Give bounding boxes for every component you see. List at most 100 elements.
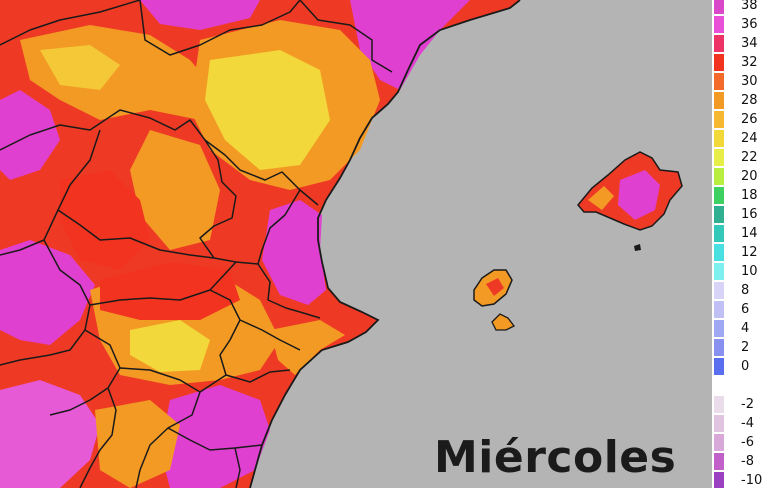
legend-label: 8: [741, 283, 750, 298]
orange-zone-center: [130, 130, 220, 250]
temperature-map: [0, 0, 683, 488]
legend-label: 12: [741, 245, 758, 260]
legend-label: 0: [741, 359, 750, 374]
legend-label: -6: [741, 435, 754, 450]
legend-label: 24: [741, 131, 758, 146]
legend-swatch: [714, 92, 724, 109]
legend-row: 34: [712, 34, 770, 53]
legend-swatch: [714, 244, 724, 261]
ibiza-red: [486, 278, 504, 296]
legend-label: 28: [741, 93, 758, 108]
coastline: [249, 0, 521, 488]
legend-swatch: [714, 282, 724, 299]
legend-label: 6: [741, 302, 750, 317]
magenta-zone-northeast: [350, 0, 470, 90]
legend-label: 36: [741, 17, 758, 32]
legend-row: 28: [712, 91, 770, 110]
legend-label: -10: [741, 473, 763, 488]
legend-label: 4: [741, 321, 750, 336]
legend-swatch: [714, 377, 724, 394]
legend-row: 18: [712, 186, 770, 205]
legend-label: 14: [741, 226, 758, 241]
legend-row: 24: [712, 129, 770, 148]
legend-row: 8: [712, 281, 770, 300]
legend-row: 30: [712, 72, 770, 91]
mallorca-magenta: [618, 170, 660, 220]
yellow-zone-south: [130, 320, 210, 372]
legend-swatch: [714, 149, 724, 166]
legend-swatch: [714, 263, 724, 280]
legend-swatch: [714, 130, 724, 147]
legend-row: 10: [712, 262, 770, 281]
legend-label: 26: [741, 112, 758, 127]
legend-label: 20: [741, 169, 758, 184]
legend-row: -2: [712, 395, 770, 414]
legend-row: 22: [712, 148, 770, 167]
legend-swatch: [714, 187, 724, 204]
magenta-zone-southeast: [160, 385, 270, 488]
legend-label: -8: [741, 454, 754, 469]
legend-row: -10: [712, 471, 770, 488]
magenta-zone-west: [0, 240, 95, 345]
legend-swatch: [714, 35, 724, 52]
legend-swatch: [714, 206, 724, 223]
legend-row: -6: [712, 433, 770, 452]
legend-swatch: [714, 339, 724, 356]
legend-swatch: [714, 73, 724, 90]
legend-row: 26: [712, 110, 770, 129]
mallorca-orange: [588, 186, 614, 210]
legend-swatch: [714, 320, 724, 337]
legend-row: 36: [712, 15, 770, 34]
legend-label: 30: [741, 74, 758, 89]
legend-row: 32: [712, 53, 770, 72]
legend-row: 38: [712, 0, 770, 15]
day-label: Miércoles: [434, 432, 677, 483]
legend-row: 14: [712, 224, 770, 243]
yellow-zone-aragon: [205, 50, 330, 170]
legend-row: 16: [712, 205, 770, 224]
legend-label: 18: [741, 188, 758, 203]
orange-zone-southwest: [95, 400, 180, 488]
legend-swatch: [714, 225, 724, 242]
red-zone-center: [60, 170, 150, 270]
legend-swatch: [714, 16, 724, 33]
island-formentera: [491, 313, 515, 331]
legend-row: -8: [712, 452, 770, 471]
legend-swatch: [714, 111, 724, 128]
legend-swatch: [714, 396, 724, 413]
legend-label: 34: [741, 36, 758, 51]
legend-swatch: [714, 415, 724, 432]
legend-label: 10: [741, 264, 758, 279]
magenta-zone-valencia: [262, 200, 326, 305]
yellow-zone-north: [40, 45, 120, 90]
legend-row: 20: [712, 167, 770, 186]
legend-row: 2: [712, 338, 770, 357]
temperature-legend: 38 36 34 32 30 28 26 24 22 20 18 16 14 12 10 8 6 4 2 0 -2 -4-…: [712, 0, 770, 488]
orange-zone-coast-east: [270, 320, 345, 375]
legend-label: 2: [741, 340, 750, 355]
legend-row: 12: [712, 243, 770, 262]
magenta-zone-north: [140, 0, 260, 30]
legend-swatch: [714, 472, 724, 488]
island-small-east: [634, 244, 641, 251]
legend-swatch: [714, 358, 724, 375]
legend-row: [712, 376, 770, 395]
legend-swatch: [714, 168, 724, 185]
legend-row: -4: [712, 414, 770, 433]
legend-label: 16: [741, 207, 758, 222]
legend-label: 32: [741, 55, 758, 70]
legend-swatch: [714, 453, 724, 470]
legend-swatch: [714, 0, 724, 14]
legend-row: 4: [712, 319, 770, 338]
red-zone-south: [100, 262, 240, 320]
legend-row: 0: [712, 357, 770, 376]
legend-swatch: [714, 301, 724, 318]
legend-row: 6: [712, 300, 770, 319]
legend-label: -4: [741, 416, 754, 431]
legend-swatch: [714, 54, 724, 71]
legend-label: 22: [741, 150, 758, 165]
province-borders: [0, 0, 393, 488]
legend-label: -2: [741, 397, 754, 412]
legend-label: 38: [741, 0, 758, 13]
